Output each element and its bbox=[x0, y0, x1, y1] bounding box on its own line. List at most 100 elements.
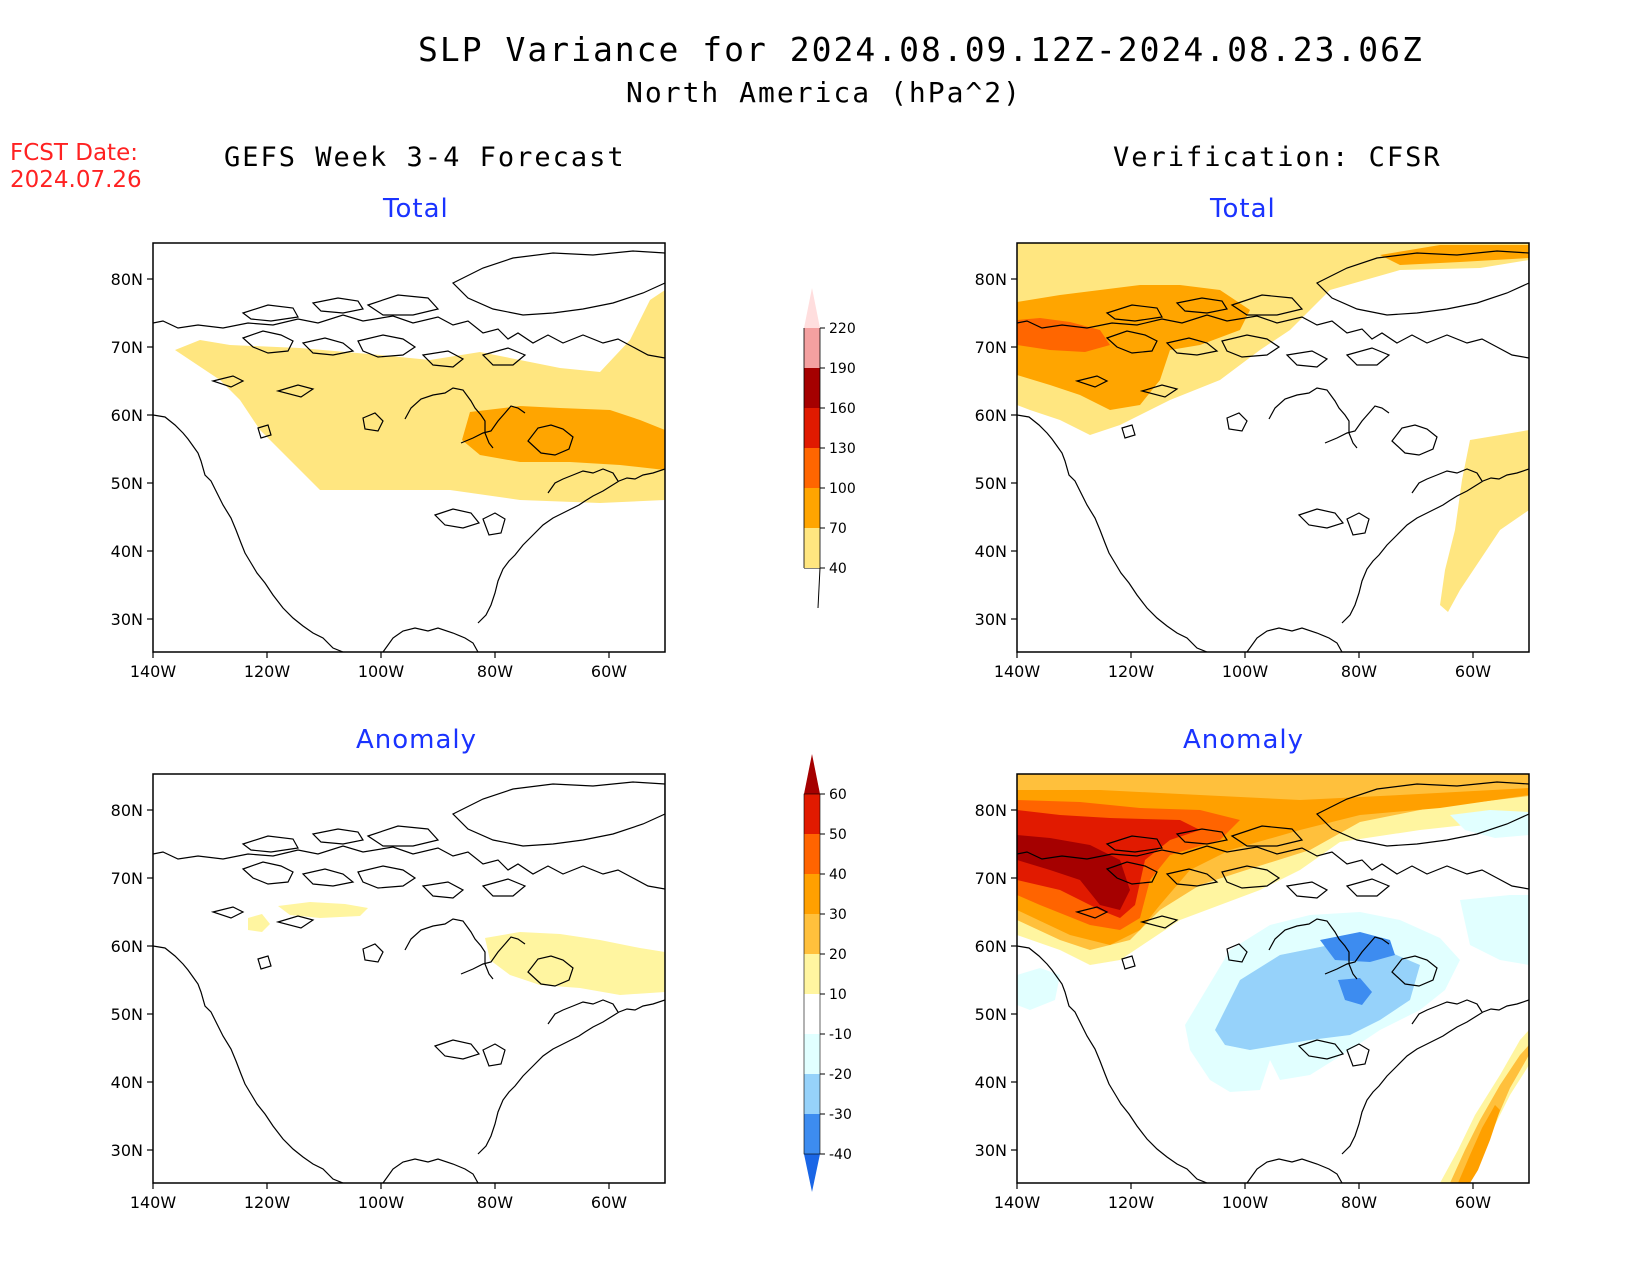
lon-tick-label: 100W bbox=[1222, 1193, 1269, 1212]
colorbar-anomaly: -40 -30 -20 -10 10 20 30 40 50 60 bbox=[803, 754, 852, 1192]
lat-tick-label: 60N bbox=[111, 406, 143, 425]
panel-forecast-total bbox=[152, 242, 666, 653]
right-column-title: Verification: CFSR bbox=[1113, 142, 1442, 173]
lat-tick-label: 60N bbox=[975, 937, 1007, 956]
lon-tick-label: 120W bbox=[244, 662, 291, 681]
lat-tick-label: 30N bbox=[111, 610, 143, 629]
lat-tick-label: 50N bbox=[975, 1005, 1007, 1024]
lon-tick-label: 80W bbox=[477, 1193, 513, 1212]
lat-tick-label: 80N bbox=[975, 270, 1007, 289]
page-title: SLP Variance for 2024.08.09.12Z-2024.08.… bbox=[418, 30, 1424, 69]
lat-tick-label: 50N bbox=[975, 474, 1007, 493]
colorbar-anomaly-label: 30 bbox=[829, 907, 847, 923]
colorbar-total-label: 190 bbox=[829, 361, 856, 377]
colorbar-anomaly-bin bbox=[804, 874, 820, 914]
colorbar-total-label: 130 bbox=[829, 441, 856, 457]
lat-tick-label: 40N bbox=[111, 542, 143, 561]
fcst-date-heading: FCST Date: bbox=[10, 140, 138, 166]
colorbar-anomaly-label: 20 bbox=[829, 947, 847, 963]
colorbar-total-label: 220 bbox=[829, 321, 856, 337]
page-subtitle: North America (hPa^2) bbox=[626, 76, 1023, 109]
lat-tick-label: 40N bbox=[975, 1073, 1007, 1092]
colorbar-anomaly-bin bbox=[804, 1114, 820, 1154]
lat-tick-label: 50N bbox=[111, 474, 143, 493]
fcst-date-value: 2024.07.26 bbox=[10, 167, 142, 193]
colorbar-anomaly-bin bbox=[804, 794, 820, 834]
panel-title-verification-anomaly: Anomaly bbox=[1183, 725, 1305, 755]
lat-tick-label: 40N bbox=[975, 542, 1007, 561]
colorbar-anomaly-high-extension bbox=[804, 754, 820, 794]
lon-tick-label: 60W bbox=[1455, 1193, 1491, 1212]
fcst-date-label: FCST Date: 2024.07.26 bbox=[10, 140, 142, 194]
lon-tick-label: 140W bbox=[130, 1193, 177, 1212]
lon-tick-label: 80W bbox=[477, 662, 513, 681]
colorbar-anomaly-bin bbox=[804, 834, 820, 874]
left-column-title: GEFS Week 3-4 Forecast bbox=[224, 142, 626, 173]
colorbar-anomaly-bin bbox=[804, 914, 820, 954]
lon-tick-label: 80W bbox=[1341, 1193, 1377, 1212]
lat-tick-label: 70N bbox=[975, 338, 1007, 357]
colorbar-total-label: 40 bbox=[829, 561, 847, 577]
lat-tick-label: 80N bbox=[111, 270, 143, 289]
colorbar-anomaly-label: 60 bbox=[829, 787, 847, 803]
colorbar-anomaly-bin bbox=[804, 1074, 820, 1114]
colorbar-anomaly-label: 10 bbox=[829, 987, 847, 1003]
panel-title-forecast-total: Total bbox=[383, 194, 449, 224]
lat-tick-label: 70N bbox=[111, 869, 143, 888]
lat-tick-label: 70N bbox=[975, 869, 1007, 888]
colorbar-anomaly-label: -40 bbox=[829, 1147, 852, 1163]
lat-tick-label: 30N bbox=[111, 1141, 143, 1160]
lon-tick-label: 100W bbox=[1222, 662, 1269, 681]
colorbar-total-bin bbox=[804, 488, 820, 528]
panel-title-verification-total: Total bbox=[1210, 194, 1276, 224]
lon-tick-label: 140W bbox=[130, 662, 177, 681]
lon-tick-label: 60W bbox=[591, 662, 627, 681]
lon-tick-label: 140W bbox=[994, 1193, 1041, 1212]
lat-tick-label: 70N bbox=[111, 338, 143, 357]
lat-tick-label: 40N bbox=[111, 1073, 143, 1092]
colorbar-anomaly-label: -30 bbox=[829, 1107, 852, 1123]
colorbar-anomaly-label: -10 bbox=[829, 1027, 852, 1043]
lon-tick-label: 120W bbox=[244, 1193, 291, 1212]
panel-verification-anomaly bbox=[1016, 773, 1530, 1184]
colorbar-total-high-extension bbox=[804, 288, 820, 328]
lon-tick-label: 100W bbox=[358, 662, 405, 681]
colorbar-total-bin bbox=[804, 448, 820, 488]
colorbar-total-label: 100 bbox=[829, 481, 856, 497]
lon-tick-label: 120W bbox=[1108, 1193, 1155, 1212]
colorbar-total-bin bbox=[804, 408, 820, 448]
lat-tick-label: 80N bbox=[111, 801, 143, 820]
panel-title-forecast-anomaly: Anomaly bbox=[356, 725, 478, 755]
panel-forecast-anomaly bbox=[152, 773, 666, 1184]
lat-tick-label: 60N bbox=[111, 937, 143, 956]
lon-tick-label: 80W bbox=[1341, 662, 1377, 681]
colorbar-total-label: 160 bbox=[829, 401, 856, 417]
colorbar-anomaly-bin bbox=[804, 994, 820, 1034]
colorbar-anomaly-bin bbox=[804, 954, 820, 994]
lon-tick-label: 100W bbox=[358, 1193, 405, 1212]
colorbar-total-low-extension bbox=[804, 567, 821, 609]
lat-tick-label: 80N bbox=[975, 801, 1007, 820]
colorbar-total-bin bbox=[804, 328, 820, 368]
colorbar-total-bin bbox=[804, 368, 820, 408]
lon-tick-label: 120W bbox=[1108, 662, 1155, 681]
panel-verification-total bbox=[1016, 242, 1530, 653]
lat-tick-label: 60N bbox=[975, 406, 1007, 425]
lat-tick-label: 30N bbox=[975, 610, 1007, 629]
colorbar-anomaly-low-extension bbox=[804, 1154, 820, 1192]
colorbar-total-label: 70 bbox=[829, 521, 847, 537]
lat-tick-label: 30N bbox=[975, 1141, 1007, 1160]
lon-tick-label: 140W bbox=[994, 662, 1041, 681]
lon-tick-label: 60W bbox=[591, 1193, 627, 1212]
colorbar-anomaly-label: 50 bbox=[829, 827, 847, 843]
colorbar-total-bin bbox=[804, 528, 820, 568]
colorbar-anomaly-label: -20 bbox=[829, 1067, 852, 1083]
axis-labels: 80N 70N 60N 50N 40N 30N 140W 120W 100W 80W 60W 80N 7… bbox=[111, 270, 1492, 1212]
colorbar-total: 40 70 100 130 160 190 220 bbox=[803, 288, 856, 609]
lon-tick-label: 60W bbox=[1455, 662, 1491, 681]
lat-tick-label: 50N bbox=[111, 1005, 143, 1024]
colorbar-anomaly-label: 40 bbox=[829, 867, 847, 883]
colorbar-anomaly-bin bbox=[804, 1034, 820, 1074]
colorbar-anomaly-frame bbox=[803, 793, 821, 1155]
